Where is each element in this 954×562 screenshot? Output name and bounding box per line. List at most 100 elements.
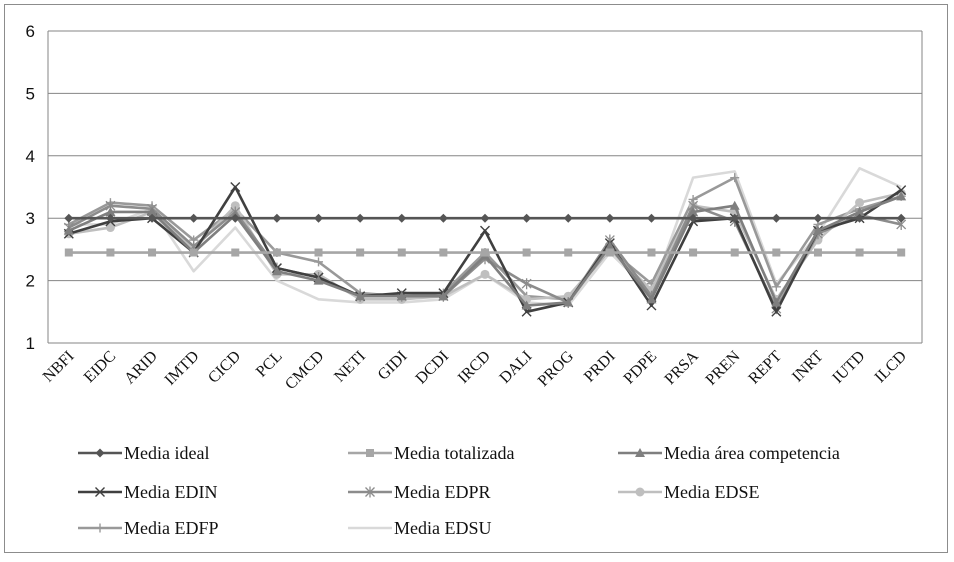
legend-label: Media totalizada bbox=[394, 443, 514, 463]
data-point bbox=[563, 297, 574, 307]
data-point bbox=[314, 213, 324, 223]
data-point bbox=[771, 306, 782, 317]
data-point bbox=[813, 248, 822, 257]
data-point bbox=[855, 213, 865, 223]
data-point bbox=[64, 213, 74, 223]
x-tick-label: REPT bbox=[745, 348, 785, 388]
data-point bbox=[897, 248, 906, 257]
data-point bbox=[646, 294, 657, 304]
data-point bbox=[95, 523, 105, 533]
series-0 bbox=[64, 213, 906, 223]
data-point bbox=[772, 248, 781, 257]
x-tick-label: INRT bbox=[789, 348, 827, 386]
data-point bbox=[95, 487, 105, 497]
data-point bbox=[522, 213, 532, 223]
data-point bbox=[271, 266, 282, 276]
data-point bbox=[855, 198, 865, 208]
data-point bbox=[521, 300, 532, 310]
legend-label: Media EDSU bbox=[394, 518, 492, 538]
data-point bbox=[646, 213, 656, 223]
data-point bbox=[854, 206, 865, 216]
x-tick-label: NBFI bbox=[40, 348, 78, 386]
data-point bbox=[896, 213, 906, 223]
data-point bbox=[95, 448, 105, 458]
data-point bbox=[438, 291, 449, 301]
data-point bbox=[480, 269, 490, 279]
data-point bbox=[105, 206, 116, 216]
x-tick-label: PCL bbox=[253, 348, 286, 381]
x-tick-label: GIDI bbox=[375, 348, 411, 384]
y-tick-label: 4 bbox=[26, 147, 35, 166]
data-point bbox=[688, 213, 698, 223]
data-point bbox=[148, 248, 157, 257]
x-tick-label: DCDI bbox=[413, 348, 453, 388]
data-point bbox=[688, 206, 699, 216]
x-tick-label: CICD bbox=[205, 348, 244, 387]
data-point bbox=[730, 248, 739, 257]
data-point bbox=[605, 248, 614, 257]
legend-item: Media EDPR bbox=[348, 482, 491, 502]
series-1 bbox=[64, 248, 906, 257]
data-point bbox=[480, 213, 490, 223]
legend-label: Media área competencia bbox=[664, 443, 840, 463]
data-point bbox=[564, 248, 573, 257]
data-point bbox=[314, 257, 324, 267]
legend-item: Media totalizada bbox=[348, 443, 514, 463]
x-tick-label: DALI bbox=[496, 348, 535, 387]
data-point bbox=[729, 200, 740, 210]
data-point bbox=[105, 213, 115, 223]
legend-label: Media EDSE bbox=[664, 482, 759, 502]
x-tick-label: ARID bbox=[121, 348, 161, 388]
data-point bbox=[314, 248, 323, 257]
legend-item: Media EDSE bbox=[618, 482, 759, 502]
x-tick-label: IRCD bbox=[455, 348, 494, 387]
data-point bbox=[64, 248, 73, 257]
data-point bbox=[563, 213, 573, 223]
data-point bbox=[356, 248, 365, 257]
legend-item: Media EDIN bbox=[78, 482, 217, 502]
x-tick-label: EIDC bbox=[81, 348, 119, 386]
data-point bbox=[397, 213, 407, 223]
data-point bbox=[480, 225, 490, 236]
data-point bbox=[396, 291, 407, 301]
data-point bbox=[812, 225, 823, 235]
data-point bbox=[439, 248, 448, 257]
data-point bbox=[771, 213, 781, 223]
x-tick-label: PROG bbox=[535, 347, 578, 390]
data-point bbox=[647, 248, 656, 257]
y-tick-label: 3 bbox=[26, 209, 35, 228]
data-point bbox=[230, 213, 240, 223]
data-point bbox=[635, 448, 645, 457]
data-point bbox=[438, 213, 448, 223]
legend-item: Media ideal bbox=[78, 443, 209, 463]
data-point bbox=[730, 173, 740, 183]
x-tick-label: IUTD bbox=[829, 348, 868, 387]
x-tick-label: PRDI bbox=[581, 348, 619, 386]
gridlines bbox=[47, 30, 923, 344]
y-axis-ticks: 1 2 3 4 5 6 bbox=[26, 22, 35, 353]
legend-item: Media área competencia bbox=[618, 443, 840, 463]
x-tick-label: PREN bbox=[703, 347, 744, 388]
legend-label: Media ideal bbox=[124, 443, 209, 463]
y-tick-label: 5 bbox=[26, 84, 35, 103]
data-point bbox=[771, 282, 781, 292]
data-point bbox=[355, 291, 366, 301]
series-lines bbox=[63, 166, 907, 317]
x-tick-label: ILCD bbox=[872, 348, 910, 386]
data-point bbox=[189, 248, 198, 257]
data-point bbox=[366, 449, 374, 457]
legend-label: Media EDPR bbox=[394, 482, 491, 502]
x-tick-label: IMTD bbox=[162, 348, 203, 389]
y-tick-label: 6 bbox=[26, 22, 35, 41]
data-point bbox=[63, 225, 74, 235]
data-point bbox=[230, 201, 240, 211]
data-point bbox=[605, 213, 615, 223]
data-point bbox=[604, 241, 615, 251]
data-point bbox=[231, 248, 240, 257]
series-6 bbox=[64, 173, 906, 304]
data-point bbox=[522, 248, 531, 257]
y-tick-label: 2 bbox=[26, 272, 35, 291]
data-point bbox=[771, 297, 782, 307]
